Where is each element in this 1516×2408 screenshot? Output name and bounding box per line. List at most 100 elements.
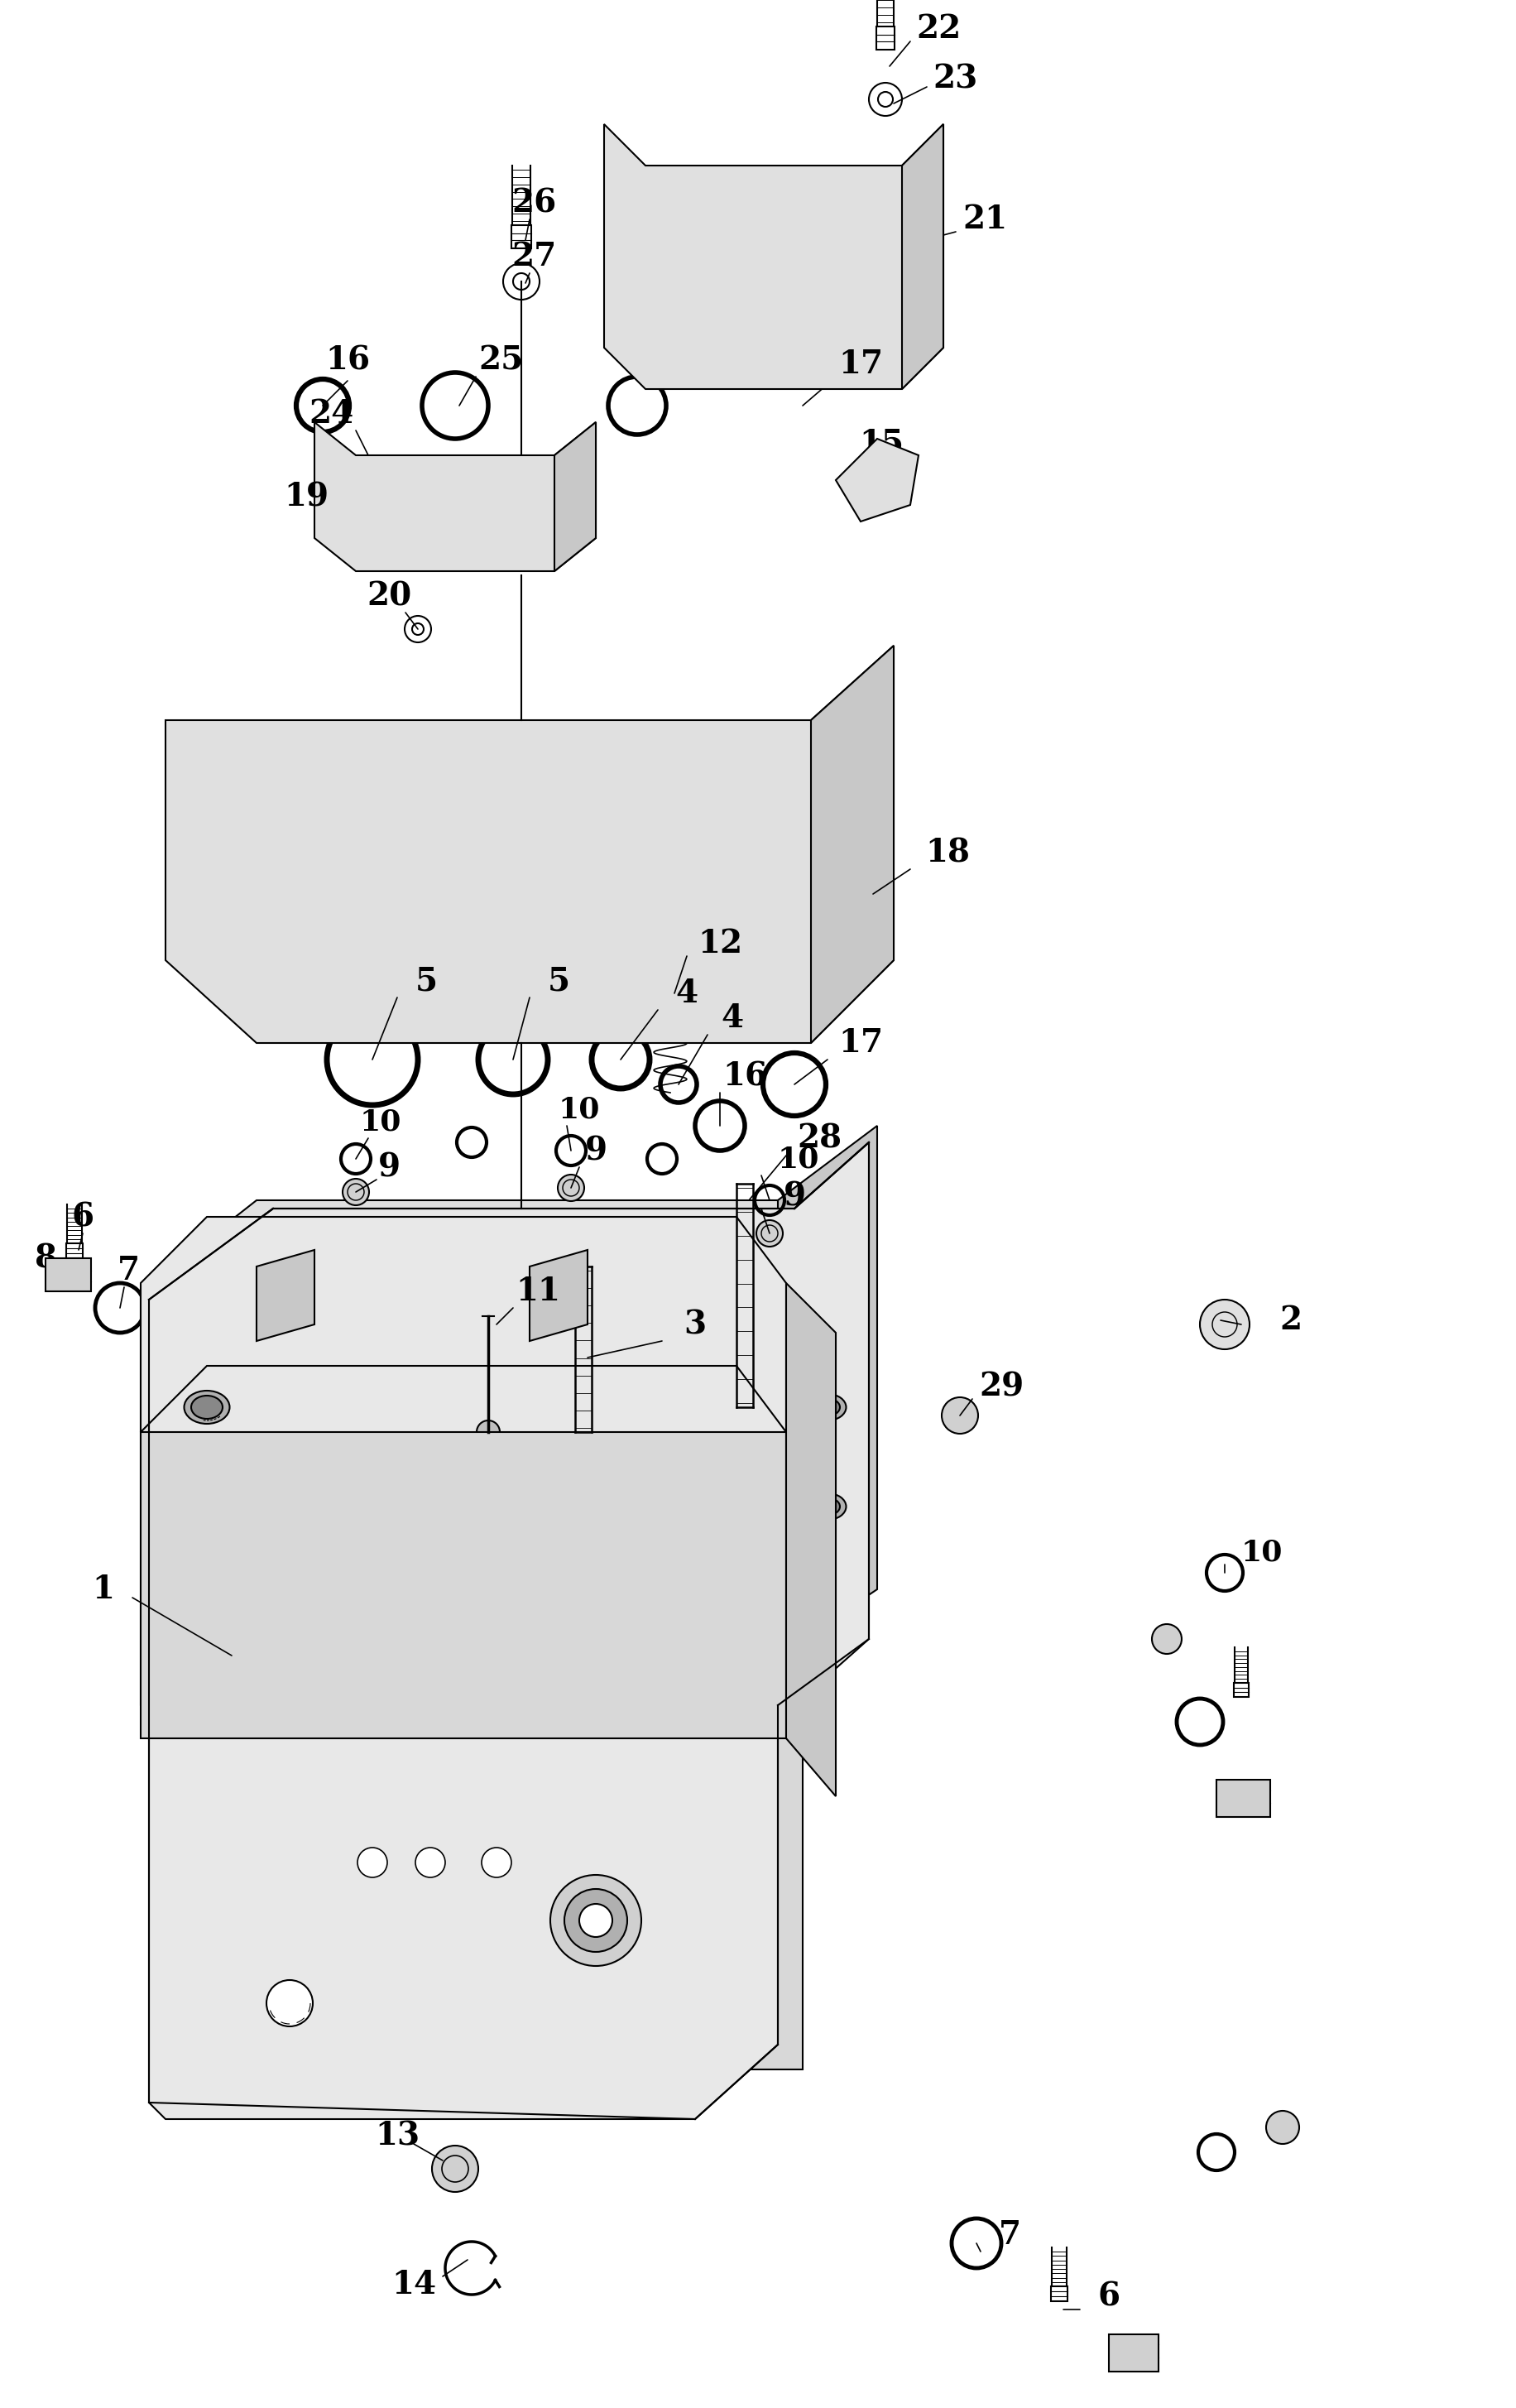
Circle shape bbox=[702, 819, 722, 838]
Ellipse shape bbox=[597, 1238, 643, 1264]
Text: 10: 10 bbox=[778, 1144, 820, 1173]
Text: 3: 3 bbox=[684, 1308, 706, 1341]
Text: 26: 26 bbox=[511, 188, 556, 219]
Ellipse shape bbox=[191, 1594, 223, 1618]
Circle shape bbox=[653, 340, 670, 356]
Ellipse shape bbox=[816, 1498, 840, 1515]
Circle shape bbox=[756, 1221, 782, 1247]
Text: 10: 10 bbox=[558, 1096, 600, 1122]
Ellipse shape bbox=[290, 1240, 323, 1259]
Polygon shape bbox=[1108, 2333, 1158, 2372]
Polygon shape bbox=[555, 421, 596, 571]
Text: 27: 27 bbox=[511, 241, 556, 272]
Circle shape bbox=[279, 819, 300, 838]
Circle shape bbox=[418, 472, 493, 547]
Text: 10: 10 bbox=[359, 1108, 402, 1137]
FancyBboxPatch shape bbox=[347, 518, 364, 537]
Circle shape bbox=[564, 1888, 628, 1953]
Text: 23: 23 bbox=[934, 63, 978, 94]
Ellipse shape bbox=[810, 1493, 846, 1519]
Ellipse shape bbox=[191, 1397, 223, 1418]
Circle shape bbox=[1199, 1300, 1249, 1348]
Text: 18: 18 bbox=[925, 838, 970, 869]
Circle shape bbox=[343, 1180, 368, 1206]
Polygon shape bbox=[787, 1283, 835, 1796]
Ellipse shape bbox=[183, 1589, 229, 1623]
Ellipse shape bbox=[606, 1243, 635, 1259]
Text: 9: 9 bbox=[377, 1151, 400, 1182]
Text: 4: 4 bbox=[722, 1002, 743, 1033]
Text: 17: 17 bbox=[838, 349, 882, 380]
Ellipse shape bbox=[321, 1228, 340, 1238]
Text: 17: 17 bbox=[838, 1028, 882, 1060]
Circle shape bbox=[446, 819, 465, 838]
Polygon shape bbox=[165, 1698, 802, 2068]
FancyBboxPatch shape bbox=[67, 1243, 83, 1259]
Text: 12: 12 bbox=[697, 927, 743, 958]
Polygon shape bbox=[165, 645, 894, 1043]
Text: 11: 11 bbox=[515, 1276, 561, 1308]
Ellipse shape bbox=[694, 756, 713, 768]
Polygon shape bbox=[1216, 1780, 1270, 1818]
Circle shape bbox=[561, 544, 573, 556]
Circle shape bbox=[603, 811, 637, 845]
Circle shape bbox=[335, 790, 409, 864]
Ellipse shape bbox=[816, 1399, 840, 1416]
Circle shape bbox=[1266, 2112, 1299, 2143]
Ellipse shape bbox=[678, 1228, 696, 1238]
Polygon shape bbox=[141, 1433, 787, 1739]
Circle shape bbox=[415, 1847, 446, 1878]
FancyBboxPatch shape bbox=[1051, 2285, 1067, 2302]
Circle shape bbox=[346, 802, 399, 855]
FancyBboxPatch shape bbox=[1234, 1683, 1249, 1698]
Circle shape bbox=[653, 190, 670, 207]
Circle shape bbox=[528, 819, 547, 838]
Ellipse shape bbox=[570, 1228, 588, 1238]
Text: 10: 10 bbox=[1242, 1539, 1283, 1565]
Circle shape bbox=[432, 486, 479, 532]
Ellipse shape bbox=[496, 756, 514, 768]
Ellipse shape bbox=[183, 1491, 229, 1524]
Text: 19: 19 bbox=[283, 482, 329, 513]
Circle shape bbox=[1152, 1623, 1181, 1654]
Text: 1: 1 bbox=[92, 1572, 115, 1606]
Circle shape bbox=[358, 1847, 387, 1878]
FancyBboxPatch shape bbox=[511, 226, 531, 248]
Polygon shape bbox=[141, 1216, 787, 1433]
Ellipse shape bbox=[183, 1392, 229, 1423]
Text: 9: 9 bbox=[784, 1180, 805, 1211]
Polygon shape bbox=[256, 1250, 314, 1341]
Polygon shape bbox=[314, 421, 596, 571]
Circle shape bbox=[579, 1905, 612, 1936]
Text: 28: 28 bbox=[797, 1122, 841, 1153]
Text: 5: 5 bbox=[547, 966, 570, 997]
Text: 9: 9 bbox=[585, 1134, 606, 1165]
Text: 2: 2 bbox=[1280, 1305, 1302, 1336]
Polygon shape bbox=[45, 1259, 91, 1291]
Circle shape bbox=[337, 460, 350, 474]
Text: 5: 5 bbox=[415, 966, 438, 997]
Polygon shape bbox=[141, 1199, 828, 1780]
Circle shape bbox=[594, 802, 647, 855]
Circle shape bbox=[374, 1252, 403, 1281]
Circle shape bbox=[432, 2146, 479, 2191]
Text: 13: 13 bbox=[374, 2119, 420, 2150]
Text: 15: 15 bbox=[860, 426, 904, 458]
Polygon shape bbox=[529, 1250, 588, 1341]
Polygon shape bbox=[778, 1127, 878, 1657]
Text: 25: 25 bbox=[478, 344, 523, 376]
Text: 29: 29 bbox=[979, 1370, 1023, 1401]
Text: 4: 4 bbox=[676, 978, 697, 1009]
Circle shape bbox=[356, 811, 390, 845]
Polygon shape bbox=[603, 125, 943, 390]
Text: 20: 20 bbox=[367, 580, 411, 612]
Circle shape bbox=[476, 1421, 500, 1445]
Polygon shape bbox=[835, 438, 919, 523]
Circle shape bbox=[732, 224, 816, 306]
Text: 14: 14 bbox=[391, 2268, 437, 2300]
Ellipse shape bbox=[446, 1228, 464, 1238]
Circle shape bbox=[878, 340, 894, 356]
Circle shape bbox=[499, 1252, 528, 1281]
Circle shape bbox=[558, 1175, 584, 1202]
Polygon shape bbox=[149, 1141, 869, 2119]
